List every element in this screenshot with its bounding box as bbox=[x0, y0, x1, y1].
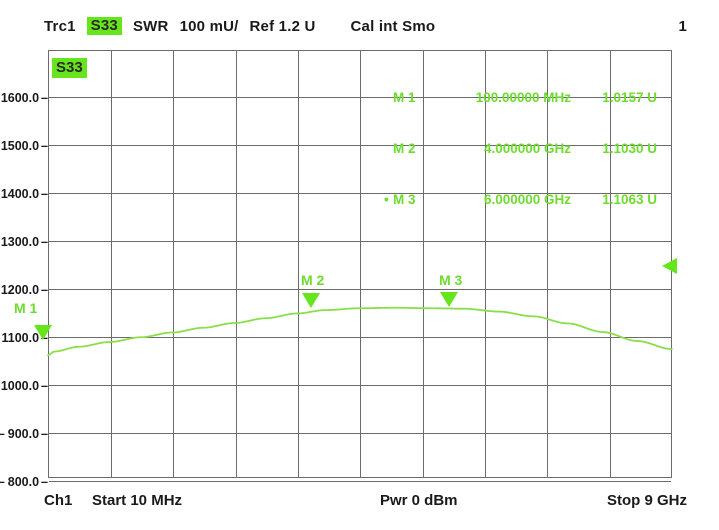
trace-info-bar: Trc1 S33 SWR 100 mU/ Ref 1.2 U Cal int S… bbox=[0, 14, 719, 38]
marker-value: 1.0157 U bbox=[602, 90, 657, 105]
grid-line-horizontal bbox=[49, 337, 671, 338]
footer-stop-freq[interactable]: Stop 9 GHz bbox=[606, 492, 687, 509]
y-tick-label: –800.0– bbox=[0, 475, 48, 489]
marker-id: M 2 bbox=[393, 141, 416, 156]
grid-line-horizontal bbox=[49, 289, 671, 290]
marker-1-triangle-icon[interactable] bbox=[32, 324, 54, 342]
parameter-chip-label: S33 bbox=[86, 17, 122, 35]
marker-3-label[interactable]: M 3 bbox=[439, 272, 463, 288]
trace-format[interactable]: SWR bbox=[132, 17, 169, 35]
trace-curve-svg bbox=[47, 306, 673, 357]
y-tick-label: –1000.0– bbox=[0, 379, 48, 393]
diagram-parameter-chip[interactable]: S33 bbox=[52, 58, 87, 78]
footer-channel[interactable]: Ch1 bbox=[44, 492, 73, 509]
trace-overlay: M 1 M 2 M 3 bbox=[14, 50, 677, 478]
marker-2-triangle-icon[interactable] bbox=[300, 292, 322, 310]
trace-scale-per-div[interactable]: 100 mU/ bbox=[179, 17, 239, 35]
grid-line-vertical bbox=[111, 51, 112, 477]
grid-line-vertical bbox=[547, 51, 548, 477]
grid-line-vertical bbox=[236, 51, 237, 477]
marker-readout-row[interactable]: M 2 4.000000 GHz 1.1030 U bbox=[384, 140, 657, 157]
grid-line-horizontal bbox=[49, 97, 671, 98]
marker-value: 1.1063 U bbox=[602, 192, 657, 207]
y-tick-label: –1400.0– bbox=[0, 187, 48, 201]
marker-frequency: 4.000000 GHz bbox=[483, 141, 571, 156]
marker-active-dot: • bbox=[384, 192, 389, 207]
grid-line-horizontal bbox=[49, 481, 671, 482]
y-tick-label: –1600.0– bbox=[0, 91, 48, 105]
marker-3-triangle-icon[interactable] bbox=[438, 291, 460, 309]
grid-line-horizontal bbox=[49, 433, 671, 434]
marker-readout-table[interactable]: M 1 100.00000 MHz 1.0157 U M 2 4.000000 … bbox=[384, 55, 657, 242]
marker-id: M 1 bbox=[393, 90, 416, 105]
reference-level-arrow-icon[interactable] bbox=[660, 256, 678, 276]
trace-curve-s33 bbox=[47, 306, 673, 357]
marker-value: 1.1030 U bbox=[602, 141, 657, 156]
marker-frequency: 6.000000 GHz bbox=[483, 192, 571, 207]
marker-id: M 3 bbox=[393, 192, 416, 207]
footer-power[interactable]: Pwr 0 dBm bbox=[380, 492, 458, 509]
marker-readout-row[interactable]: • M 3 6.000000 GHz 1.1063 U bbox=[384, 191, 657, 208]
marker-2-label[interactable]: M 2 bbox=[301, 272, 325, 288]
grid-line-vertical bbox=[485, 51, 486, 477]
calibration-state[interactable]: Cal int Smo bbox=[350, 17, 436, 35]
marker-readout-row[interactable]: M 1 100.00000 MHz 1.0157 U bbox=[384, 89, 657, 106]
y-axis-labels: –1600.0– –1500.0– –1400.0– –1300.0– –120… bbox=[0, 50, 49, 489]
marker-frequency: 100.00000 MHz bbox=[475, 90, 571, 105]
footer-start-freq[interactable]: Start 10 MHz bbox=[92, 492, 183, 509]
trace-reference-level[interactable]: Ref 1.2 U bbox=[249, 17, 316, 35]
grid-line-horizontal bbox=[49, 145, 671, 146]
y-tick-label: –1100.0– bbox=[1, 331, 49, 345]
marker-1-label[interactable]: M 1 bbox=[14, 300, 38, 316]
grid-line-vertical bbox=[423, 51, 424, 477]
diagram-area[interactable] bbox=[48, 50, 672, 482]
channel-number: 1 bbox=[678, 17, 687, 35]
grid-line-horizontal bbox=[49, 385, 671, 386]
y-tick-label: –1200.0– bbox=[0, 283, 48, 297]
grid-line-horizontal bbox=[49, 193, 671, 194]
grid-line-vertical bbox=[610, 51, 611, 477]
y-tick-label: –1500.0– bbox=[0, 139, 48, 153]
grid-line-vertical bbox=[360, 51, 361, 477]
grid-line-vertical bbox=[298, 51, 299, 477]
y-tick-label: –900.0– bbox=[0, 427, 48, 441]
trace-label[interactable]: Trc1 bbox=[44, 17, 76, 35]
grid-line-vertical bbox=[173, 51, 174, 477]
channel-footer-bar: Ch1 Start 10 MHz Pwr 0 dBm Stop 9 GHz bbox=[0, 492, 719, 516]
trace-parameter-chip[interactable]: S33 bbox=[86, 17, 122, 35]
grid-line-horizontal bbox=[49, 241, 671, 242]
y-tick-label: –1300.0– bbox=[0, 235, 48, 249]
